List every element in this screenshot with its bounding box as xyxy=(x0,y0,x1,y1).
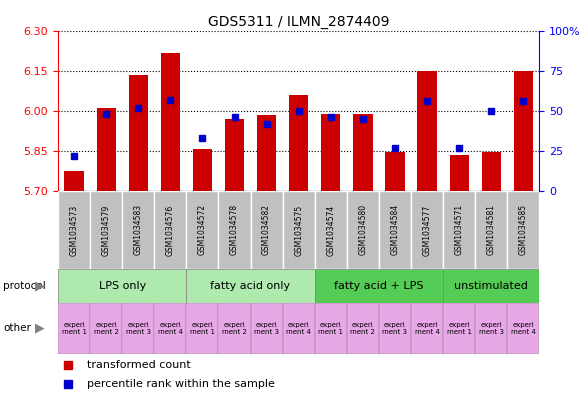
Bar xyxy=(219,303,251,354)
Bar xyxy=(411,191,443,269)
Text: experi
ment 4: experi ment 4 xyxy=(287,321,311,335)
Text: GSM1034584: GSM1034584 xyxy=(390,204,400,255)
Bar xyxy=(225,119,244,191)
Text: experi
ment 1: experi ment 1 xyxy=(318,321,343,335)
Bar xyxy=(379,303,411,354)
Bar xyxy=(154,303,186,354)
Bar xyxy=(64,171,84,191)
Text: GSM1034571: GSM1034571 xyxy=(455,204,463,255)
Bar xyxy=(186,269,315,303)
Bar xyxy=(251,191,282,269)
Bar xyxy=(418,71,437,191)
Text: GSM1034573: GSM1034573 xyxy=(70,204,78,255)
Text: GSM1034581: GSM1034581 xyxy=(487,204,496,255)
Text: GSM1034578: GSM1034578 xyxy=(230,204,239,255)
Bar xyxy=(315,269,443,303)
Bar xyxy=(481,152,501,191)
Bar xyxy=(58,269,186,303)
Bar xyxy=(90,191,122,269)
Bar xyxy=(90,303,122,354)
Bar xyxy=(443,269,539,303)
Text: experi
ment 4: experi ment 4 xyxy=(415,321,440,335)
Text: unstimulated: unstimulated xyxy=(454,281,528,291)
Bar xyxy=(411,303,443,354)
Bar xyxy=(443,191,475,269)
Text: experi
ment 2: experi ment 2 xyxy=(222,321,247,335)
Text: experi
ment 1: experi ment 1 xyxy=(190,321,215,335)
Text: GSM1034583: GSM1034583 xyxy=(134,204,143,255)
Text: experi
ment 1: experi ment 1 xyxy=(447,321,472,335)
Bar xyxy=(58,303,90,354)
Text: percentile rank within the sample: percentile rank within the sample xyxy=(87,379,275,389)
Bar xyxy=(289,95,309,191)
Bar xyxy=(129,75,148,191)
Text: experi
ment 3: experi ment 3 xyxy=(254,321,279,335)
Bar xyxy=(282,191,315,269)
Text: GSM1034576: GSM1034576 xyxy=(166,204,175,255)
Text: experi
ment 2: experi ment 2 xyxy=(350,321,375,335)
Bar xyxy=(193,149,212,191)
Bar xyxy=(353,114,372,191)
Bar xyxy=(257,115,276,191)
Bar xyxy=(450,155,469,191)
Bar xyxy=(508,303,539,354)
Bar xyxy=(321,114,340,191)
Text: GSM1034572: GSM1034572 xyxy=(198,204,207,255)
Text: experi
ment 3: experi ment 3 xyxy=(478,321,504,335)
Text: experi
ment 1: experi ment 1 xyxy=(61,321,86,335)
Text: transformed count: transformed count xyxy=(87,360,191,370)
Text: LPS only: LPS only xyxy=(99,281,146,291)
Bar xyxy=(186,303,219,354)
Text: GSM1034579: GSM1034579 xyxy=(102,204,111,255)
Bar xyxy=(122,303,154,354)
Text: GSM1034585: GSM1034585 xyxy=(519,204,528,255)
Text: experi
ment 4: experi ment 4 xyxy=(511,321,536,335)
Bar xyxy=(514,71,533,191)
Bar xyxy=(347,191,379,269)
Text: fatty acid + LPS: fatty acid + LPS xyxy=(334,281,423,291)
Text: fatty acid only: fatty acid only xyxy=(211,281,291,291)
Bar xyxy=(251,303,282,354)
Text: GSM1034582: GSM1034582 xyxy=(262,204,271,255)
Bar xyxy=(219,191,251,269)
Text: GSM1034574: GSM1034574 xyxy=(327,204,335,255)
Bar xyxy=(443,303,475,354)
Text: GSM1034575: GSM1034575 xyxy=(294,204,303,255)
Title: GDS5311 / ILMN_2874409: GDS5311 / ILMN_2874409 xyxy=(208,15,389,29)
Text: other: other xyxy=(3,323,31,333)
Bar xyxy=(161,53,180,191)
Text: GSM1034580: GSM1034580 xyxy=(358,204,367,255)
Text: experi
ment 3: experi ment 3 xyxy=(382,321,408,335)
Bar xyxy=(186,191,219,269)
Bar xyxy=(154,191,186,269)
Bar xyxy=(379,191,411,269)
Bar xyxy=(315,191,347,269)
Bar xyxy=(96,108,116,191)
Text: experi
ment 3: experi ment 3 xyxy=(126,321,151,335)
Bar xyxy=(347,303,379,354)
Bar xyxy=(122,191,154,269)
Text: ▶: ▶ xyxy=(35,321,45,335)
Text: experi
ment 4: experi ment 4 xyxy=(158,321,183,335)
Bar xyxy=(475,303,508,354)
Bar xyxy=(58,191,90,269)
Bar xyxy=(475,191,508,269)
Text: experi
ment 2: experi ment 2 xyxy=(94,321,118,335)
Text: GSM1034577: GSM1034577 xyxy=(423,204,432,255)
Bar xyxy=(508,191,539,269)
Bar xyxy=(315,303,347,354)
Bar xyxy=(282,303,315,354)
Text: ▶: ▶ xyxy=(35,279,45,292)
Bar xyxy=(385,152,405,191)
Text: protocol: protocol xyxy=(3,281,46,291)
